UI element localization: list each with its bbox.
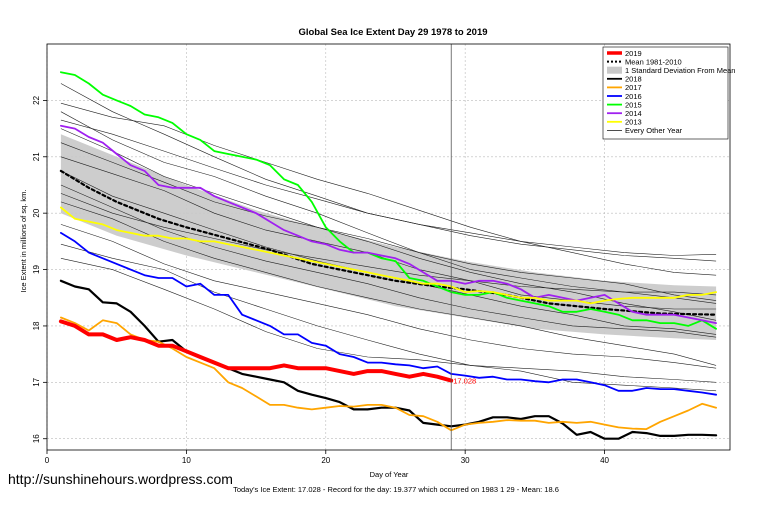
legend-entry-label: 2019: [625, 49, 642, 58]
chart-title: Global Sea Ice Extent Day 29 1978 to 201…: [298, 27, 487, 38]
legend-entry-label: 2018: [625, 75, 642, 84]
legend-entry-label: 2016: [625, 92, 642, 101]
y-tick-label: 18: [32, 321, 41, 330]
series-line-2016: [60, 231, 717, 396]
x-tick-label: 30: [461, 456, 470, 465]
every-other-year-line: [60, 258, 717, 392]
x-tick-label: 10: [182, 456, 191, 465]
y-tick-label: 21: [32, 152, 41, 161]
series-line-2013: [60, 206, 717, 305]
every-other-year-line: [60, 184, 717, 338]
plot-frame: [46, 43, 731, 451]
y-axis-label: Ice Extent in millions of sq. km.: [19, 190, 28, 293]
axes: 0 10 20 30 40 16 17 18 19 20 21 22: [32, 95, 610, 465]
series-line-2014: [60, 124, 717, 325]
legend-swatch: [607, 66, 622, 74]
legend-entry-label: Every Other Year: [625, 126, 683, 135]
series-line-mean-1981-2010: [59, 169, 718, 316]
y-tick-label: 20: [32, 208, 41, 217]
legend-entry-label: 2017: [625, 83, 642, 92]
legend-entry-label: 2013: [625, 118, 642, 127]
x-tick-label: 40: [600, 456, 609, 465]
every-other-year-line: [60, 243, 717, 383]
y-tick-label: 17: [32, 377, 41, 386]
legend-entry-label: Mean 1981-2010: [625, 57, 682, 66]
every-other-year-line: [60, 111, 717, 304]
every-other-year-line: [60, 224, 717, 369]
x-tick-label: 0: [45, 456, 50, 465]
x-tick-label: 20: [321, 456, 330, 465]
every-other-year-line: [60, 193, 717, 296]
every-other-year-line: [60, 119, 717, 256]
legend-box: [602, 46, 729, 140]
y-tick-label: 22: [32, 95, 41, 104]
legend-entry-label: 2015: [625, 100, 642, 109]
y-tick-label: 19: [32, 265, 41, 274]
watermark: http://sunshinehours.wordpress.com: [8, 471, 233, 487]
series-line-2018: [59, 279, 718, 440]
footer-summary: Today's Ice Extent: 17.028 - Record for …: [233, 485, 559, 494]
legend-entry-label: 1 Standard Deviation From Mean: [625, 66, 735, 75]
x-axis-label: Day of Year: [370, 470, 409, 479]
every-other-year-line: [60, 128, 717, 301]
series-lines: [58, 44, 718, 450]
series-line-2015: [60, 71, 717, 330]
series-line-2019: [58, 319, 454, 383]
every-other-year-line: [60, 102, 717, 276]
y-tick-label: 16: [32, 434, 41, 443]
current-value-label: 17.028: [453, 377, 476, 386]
every-other-year-line: [60, 201, 717, 366]
legend-entry-label: 2014: [625, 109, 642, 118]
